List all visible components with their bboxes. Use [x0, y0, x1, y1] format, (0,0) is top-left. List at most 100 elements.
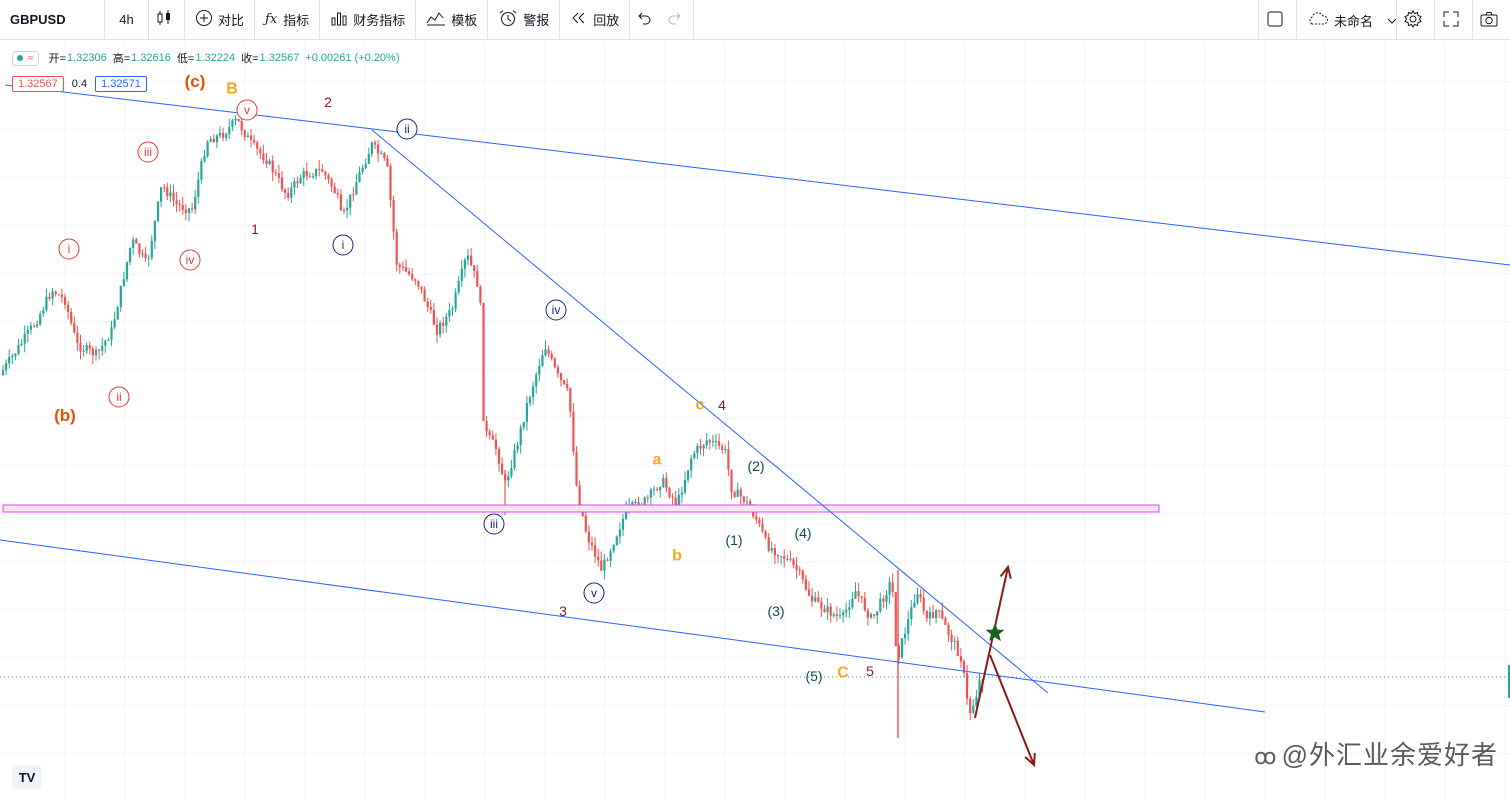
candle-body [699, 445, 702, 449]
cloud-icon [1307, 11, 1334, 30]
candle-body [203, 156, 206, 162]
wave-label: i [332, 234, 354, 256]
weibo-icon: ꝏ [1254, 744, 1278, 769]
candle-body [590, 542, 594, 546]
candle-body [98, 349, 101, 351]
wave-label-circle [332, 234, 354, 256]
chart-type-button[interactable] [149, 0, 185, 40]
compare-button[interactable]: 对比 [185, 0, 256, 40]
wave-label: c [696, 397, 705, 414]
wave-label: (1) [725, 532, 742, 548]
candle-body [625, 507, 628, 519]
wave-label-text: ii [404, 122, 409, 136]
bearish-projection-arrow [989, 654, 1035, 766]
wave-label-text: (b) [54, 406, 76, 425]
interval-button[interactable]: 4h [105, 0, 149, 40]
candle-body [910, 607, 913, 619]
candle-body [739, 489, 742, 497]
candle-body [569, 388, 572, 412]
indicators-label: 指标 [283, 13, 310, 28]
candle-body [730, 469, 733, 493]
wave-label-circle [583, 582, 605, 604]
candle-body [680, 492, 683, 495]
candle-body [132, 239, 135, 248]
wave-label: (5) [805, 668, 822, 684]
candle-body [249, 135, 253, 140]
candle-body [135, 239, 138, 244]
candle-body [420, 286, 423, 290]
candle-body [525, 403, 528, 422]
wave-label-text: 5 [866, 663, 874, 679]
candle-body [129, 247, 132, 262]
candle-body [333, 186, 336, 193]
wave-label-text: (c) [185, 72, 206, 91]
candle-body [563, 380, 566, 384]
candle-body [956, 640, 959, 657]
sell-price-box[interactable]: 1.32567 [12, 76, 64, 92]
candle-body [501, 463, 504, 475]
candle-body [178, 204, 181, 206]
chart-area[interactable]: (b) i ii iii iv v (c) B 1 2 i ii iii iv v 3 a b c 4 (1) (2) (3… [0, 41, 1510, 800]
candle-body [705, 440, 708, 446]
candle-body [389, 166, 392, 201]
bullish-projection-arrow [974, 566, 1009, 719]
candle-body [615, 536, 618, 545]
layout-name-button[interactable]: 未命名 [1296, 0, 1397, 40]
candle-body [457, 280, 460, 293]
candle-body [773, 548, 776, 556]
candle-body [274, 172, 277, 174]
candle-body [54, 291, 57, 295]
indicators-button[interactable]: ƒx 指标 [255, 0, 321, 40]
candle-body [373, 142, 377, 145]
settings-button[interactable] [1396, 0, 1434, 40]
candle-body [79, 342, 82, 352]
wave-label: C [837, 665, 849, 682]
legend-status-toggle[interactable]: ≈ [12, 50, 39, 66]
alert-button[interactable]: 警报 [488, 0, 561, 40]
financials-button[interactable]: 财务指标 [320, 0, 417, 40]
wave-label-text: iv [552, 303, 561, 317]
high-value: 1.32616 [131, 52, 171, 64]
candle-body [950, 634, 953, 642]
fullscreen-button[interactable] [1434, 0, 1472, 40]
wave-label: 2 [324, 94, 332, 110]
undo-button[interactable] [630, 0, 662, 40]
candle-body [364, 163, 367, 169]
candlestick-series [1, 115, 984, 738]
symbol-search-button[interactable]: GBPUSD [0, 0, 105, 40]
redo-button[interactable] [662, 0, 695, 40]
candle-body [724, 449, 727, 451]
candle-body [972, 705, 975, 714]
watermark-label: @外汇业余爱好者 [1281, 740, 1498, 770]
templates-button[interactable]: 模板 [416, 0, 489, 40]
candle-body [17, 344, 20, 354]
candle-body [45, 296, 48, 310]
alert-label: 警报 [523, 13, 550, 28]
candle-body [73, 323, 76, 333]
candle-body [516, 445, 519, 450]
wave-label-circle [108, 386, 130, 408]
top-toolbar: GBPUSD 4h 对比 ƒx 指标 财务指标 模板 警报 回放 [0, 0, 1510, 40]
candle-body [594, 545, 597, 557]
candle-body [404, 267, 408, 272]
descending-trendline [371, 129, 1049, 694]
fullscreen-select-button[interactable] [1258, 0, 1296, 40]
candle-body [172, 192, 175, 201]
candle-body [191, 208, 194, 210]
wave-label-text: ii [116, 390, 121, 404]
candle-body [48, 296, 51, 299]
snapshot-button[interactable] [1472, 0, 1510, 40]
wave-label-circle [545, 299, 567, 321]
candle-body [978, 680, 981, 697]
candle-body [110, 327, 113, 340]
redo-icon [667, 10, 688, 29]
candle-body [711, 441, 714, 443]
tradingview-logo[interactable]: TV [12, 765, 42, 789]
candle-body [842, 612, 845, 616]
buy-price-box[interactable]: 1.32571 [95, 76, 147, 92]
replay-button[interactable]: 回放 [560, 0, 631, 40]
candle-body [277, 173, 280, 178]
candle-body [494, 439, 497, 450]
